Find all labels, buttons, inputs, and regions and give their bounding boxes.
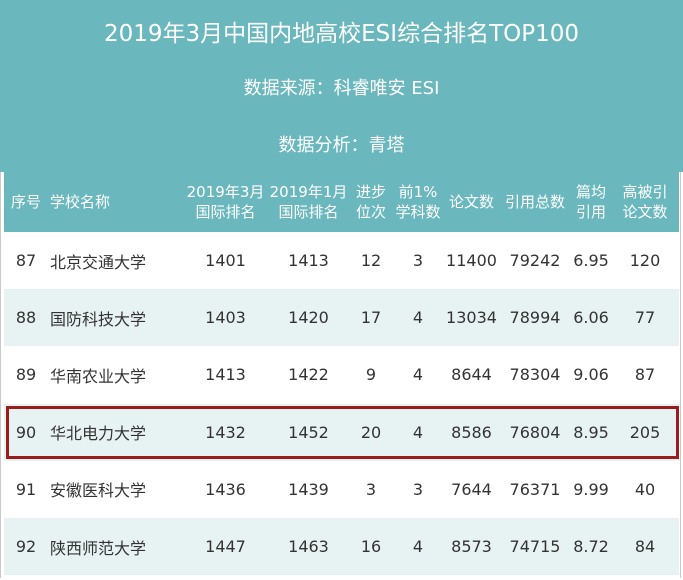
- cell-papers: 7644: [444, 460, 499, 518]
- highlight-box: [6, 406, 679, 459]
- cell-papers: 8586: [444, 403, 499, 461]
- cell-mar-rank: 1401: [184, 232, 267, 290]
- cell-rank: 88: [4, 289, 48, 347]
- data-analysis: 数据分析：青塔: [278, 135, 405, 156]
- data-source: 数据来源：科睿唯安 ESI: [243, 78, 440, 99]
- cell-mar-rank: 1413: [184, 346, 267, 404]
- cell-top1-subjects: 3: [392, 232, 444, 290]
- page-title: 2019年3月中国内地高校ESI综合排名TOP100: [103, 21, 579, 47]
- table-row: 87 北京交通大学 1401 1413 12 3 11400 79242 6.9…: [4, 232, 679, 290]
- cell-citations: 76371: [499, 460, 571, 518]
- cell-top1-subjects: 3: [392, 460, 444, 518]
- cell-rank: 90: [4, 403, 48, 461]
- cell-avg-citations: 9.99: [571, 460, 611, 518]
- cell-highly-cited: 40: [611, 460, 679, 518]
- col-header-highly-cited: 高被引 论文数: [611, 172, 679, 232]
- cell-avg-citations: 8.95: [571, 403, 611, 461]
- col-header-mar-rank: 2019年3月 国际排名: [184, 172, 267, 232]
- cell-progress: 20: [350, 403, 392, 461]
- cell-top1-subjects: 4: [392, 346, 444, 404]
- cell-school: 华南农业大学: [48, 346, 184, 404]
- cell-citations: 78994: [499, 289, 571, 347]
- cell-papers: 8573: [444, 517, 499, 576]
- cell-highly-cited: 87: [611, 346, 679, 404]
- cell-mar-rank: 1436: [184, 460, 267, 518]
- cell-progress: 9: [350, 346, 392, 404]
- cell-top1-subjects: 4: [392, 289, 444, 347]
- cell-progress: 17: [350, 289, 392, 347]
- title-banner: 2019年3月中国内地高校ESI综合排名TOP100 数据来源：科睿唯安 ESI…: [0, 0, 683, 172]
- cell-avg-citations: 9.06: [571, 346, 611, 404]
- cell-mar-rank: 1432: [184, 403, 267, 461]
- table-row: 88 国防科技大学 1403 1420 17 4 13034 78994 6.0…: [4, 289, 679, 347]
- cell-school: 国防科技大学: [48, 289, 184, 347]
- cell-school: 华北电力大学: [48, 403, 184, 461]
- cell-rank: 89: [4, 346, 48, 404]
- cell-jan-rank: 1420: [267, 289, 350, 347]
- table-row-highlighted: 90 华北电力大学 1432 1452 20 4 8586 76804 8.95…: [4, 403, 679, 461]
- cell-citations: 74715: [499, 517, 571, 576]
- cell-highly-cited: 205: [611, 403, 679, 461]
- cell-jan-rank: 1452: [267, 403, 350, 461]
- ranking-table: 序号 学校名称 2019年3月 国际排名 2019年1月 国际排名 进步 位次 前1%…: [4, 172, 679, 576]
- cell-avg-citations: 6.06: [571, 289, 611, 347]
- cell-papers: 11400: [444, 232, 499, 290]
- cell-jan-rank: 1413: [267, 232, 350, 290]
- cell-progress: 16: [350, 517, 392, 576]
- col-header-papers: 论文数: [444, 172, 499, 232]
- cell-jan-rank: 1439: [267, 460, 350, 518]
- cell-avg-citations: 6.95: [571, 232, 611, 290]
- cell-highly-cited: 120: [611, 232, 679, 290]
- table-row: 91 安徽医科大学 1436 1439 3 3 7644 76371 9.99 …: [4, 460, 679, 518]
- cell-rank: 87: [4, 232, 48, 290]
- col-header-progress: 进步 位次: [350, 172, 392, 232]
- cell-highly-cited: 84: [611, 517, 679, 576]
- cell-progress: 12: [350, 232, 392, 290]
- table-header-row: 序号 学校名称 2019年3月 国际排名 2019年1月 国际排名 进步 位次 前1%…: [4, 172, 679, 232]
- cell-citations: 76804: [499, 403, 571, 461]
- cell-school: 安徽医科大学: [48, 460, 184, 518]
- cell-progress: 3: [350, 460, 392, 518]
- cell-mar-rank: 1403: [184, 289, 267, 347]
- cell-top1-subjects: 4: [392, 403, 444, 461]
- cell-citations: 78304: [499, 346, 571, 404]
- cell-highly-cited: 77: [611, 289, 679, 347]
- col-header-avg-citations: 篇均 引用: [571, 172, 611, 232]
- cell-top1-subjects: 4: [392, 517, 444, 576]
- cell-citations: 79242: [499, 232, 571, 290]
- col-header-school: 学校名称: [48, 172, 184, 232]
- cell-school: 北京交通大学: [48, 232, 184, 290]
- cell-papers: 13034: [444, 289, 499, 347]
- cell-jan-rank: 1422: [267, 346, 350, 404]
- cell-avg-citations: 8.72: [571, 517, 611, 576]
- cell-rank: 92: [4, 517, 48, 576]
- table-row: 89 华南农业大学 1413 1422 9 4 8644 78304 9.06 …: [4, 346, 679, 404]
- cell-mar-rank: 1447: [184, 517, 267, 576]
- col-header-citations: 引用总数: [499, 172, 571, 232]
- cell-school: 陕西师范大学: [48, 517, 184, 576]
- cell-jan-rank: 1463: [267, 517, 350, 576]
- col-header-jan-rank: 2019年1月 国际排名: [267, 172, 350, 232]
- col-header-rank: 序号: [4, 172, 48, 232]
- col-header-top1-subjects: 前1% 学科数: [392, 172, 444, 232]
- cell-papers: 8644: [444, 346, 499, 404]
- table-row: 92 陕西师范大学 1447 1463 16 4 8573 74715 8.72…: [4, 517, 679, 576]
- cell-rank: 91: [4, 460, 48, 518]
